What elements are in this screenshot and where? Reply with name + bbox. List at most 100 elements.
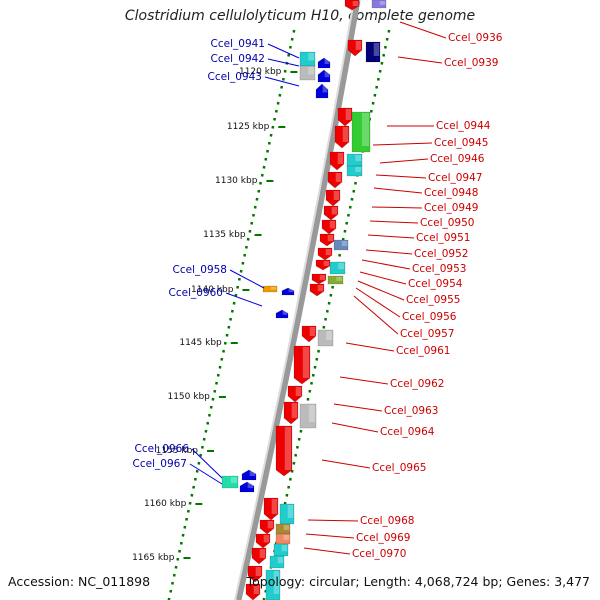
- gene-shading: [331, 207, 338, 215]
- gene-shading: [327, 235, 334, 242]
- gene-shading: [338, 263, 345, 270]
- gene-shading: [336, 277, 343, 281]
- gene-shading: [267, 521, 274, 529]
- gene-label-right: Ccel_0955: [406, 294, 460, 306]
- gene-label-right: Ccel_0969: [356, 532, 410, 544]
- label-leader-right: [399, 21, 447, 39]
- gene-shading: [270, 287, 277, 290]
- gene-shading: [281, 545, 288, 552]
- gene-shading: [333, 191, 340, 200]
- gene-shading: [249, 471, 256, 476]
- gene-shading: [271, 499, 278, 514]
- gene-feature: [344, 0, 360, 11]
- label-leader-right: [367, 234, 415, 239]
- gene-feature: [346, 165, 363, 177]
- label-leader-left: [229, 269, 265, 289]
- gene-feature: [241, 469, 257, 481]
- gene-label-left: Ccel_0958: [173, 264, 227, 276]
- gene-feature: [347, 39, 363, 57]
- gene-shading: [309, 327, 316, 336]
- gene-feature: [301, 325, 317, 343]
- tick-label: 1145 kbp: [179, 338, 222, 348]
- gene-shading: [273, 571, 280, 594]
- gene-shading: [319, 275, 326, 280]
- gene-feature: [275, 309, 289, 319]
- label-leader-left: [189, 463, 223, 485]
- gene-label-right: Ccel_0936: [448, 32, 503, 44]
- gene-shading: [253, 585, 260, 594]
- gene-label-right: Ccel_0949: [424, 202, 478, 214]
- label-leader-right: [303, 547, 351, 555]
- gene-shading: [255, 567, 262, 576]
- gene-shading: [355, 155, 362, 162]
- gene-shading: [277, 557, 284, 564]
- label-leader-left: [267, 58, 300, 67]
- inner-ring-dots: [167, 29, 296, 600]
- label-leader-right: [353, 295, 399, 335]
- gene-shading: [329, 221, 336, 229]
- gene-label-right: Ccel_0963: [384, 405, 438, 417]
- gene-label-left: Ccel_0942: [211, 53, 265, 65]
- gene-feature: [329, 261, 346, 275]
- label-leader-right: [345, 342, 395, 352]
- gene-label-right: Ccel_0968: [360, 515, 414, 527]
- label-leader-right: [372, 142, 433, 146]
- gene-label-left: Ccel_0966: [135, 443, 190, 455]
- gene-label-right: Ccel_0957: [400, 328, 454, 340]
- gene-feature: [351, 111, 371, 153]
- gene-shading: [230, 477, 238, 484]
- gene-feature: [329, 151, 345, 171]
- gene-shading: [282, 311, 288, 315]
- gene-label-right: Ccel_0953: [412, 263, 466, 275]
- gene-shading: [302, 347, 310, 378]
- gene-feature: [315, 259, 331, 271]
- gene-feature: [337, 107, 353, 127]
- gene-shading: [322, 85, 328, 93]
- gene-shading: [291, 403, 298, 418]
- label-leader-right: [321, 459, 371, 469]
- gene-shading: [355, 41, 362, 50]
- gene-label-right: Ccel_0970: [352, 548, 406, 560]
- backbone-highlight: [234, 0, 355, 600]
- gene-feature: [323, 205, 339, 221]
- gene-feature: [275, 533, 291, 545]
- gene-label-right: Ccel_0947: [428, 172, 482, 184]
- gene-feature: [269, 555, 285, 569]
- label-leader-right: [369, 220, 419, 224]
- tick-label: 1130 kbp: [215, 176, 258, 186]
- gene-feature: [319, 233, 335, 247]
- gene-shading: [287, 505, 294, 518]
- gene-shading: [317, 285, 324, 292]
- gene-label-right: Ccel_0939: [444, 57, 498, 69]
- label-leader-right: [375, 174, 427, 179]
- label-leader-right: [355, 287, 401, 318]
- gene-shading: [361, 113, 370, 146]
- label-leader-right: [379, 158, 429, 164]
- gene-label-right: Ccel_0956: [402, 311, 457, 323]
- gene-feature: [265, 569, 281, 600]
- label-leader-right: [333, 403, 383, 412]
- gene-shading: [259, 549, 266, 558]
- gene-shading: [325, 249, 332, 256]
- topology-summary: Topology: circular; Length: 4,068,724 bp…: [246, 574, 590, 589]
- genome-backbone: [234, 0, 361, 600]
- gene-label-right: Ccel_0950: [420, 217, 474, 229]
- gene-label-right: Ccel_0948: [424, 187, 478, 199]
- gene-shading: [263, 535, 270, 543]
- tick-label: 1125 kbp: [227, 122, 270, 132]
- label-leader-right: [359, 271, 407, 285]
- gene-feature: [327, 171, 343, 189]
- gene-feature: [247, 565, 263, 583]
- gene-feature: [321, 219, 337, 235]
- gene-feature: [317, 329, 334, 347]
- gene-feature: [327, 275, 344, 285]
- gene-feature: [239, 481, 255, 493]
- gene-feature: [293, 345, 311, 385]
- gene-label-right: Ccel_0951: [416, 232, 470, 244]
- gene-feature: [317, 57, 331, 69]
- gene-feature: [283, 401, 299, 425]
- tick-label: 1135 kbp: [203, 230, 246, 240]
- gene-shading: [283, 525, 290, 530]
- gene-shading: [337, 153, 344, 164]
